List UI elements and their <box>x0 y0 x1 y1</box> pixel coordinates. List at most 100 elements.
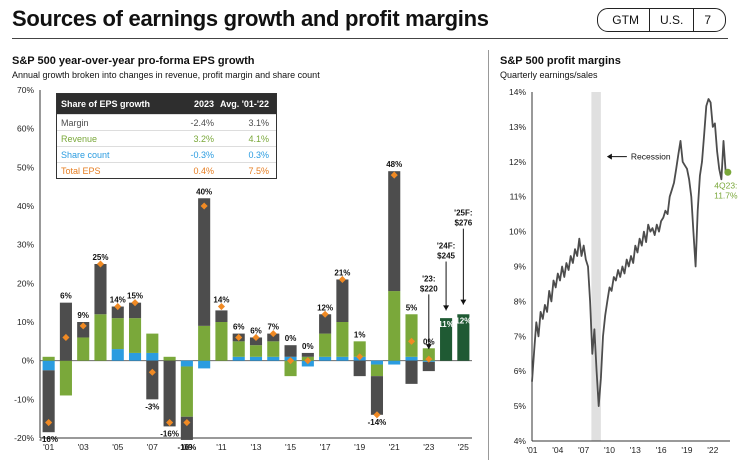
data-label: -16% <box>178 443 197 452</box>
revenue-bar <box>163 356 176 361</box>
total-eps-marker <box>96 260 105 268</box>
total-eps-marker <box>321 310 329 318</box>
page-title: Sources of earnings growth and profit ma… <box>12 6 489 31</box>
data-label: 40% <box>196 187 212 196</box>
table-row-2023: -2.4% <box>190 117 214 128</box>
revenue-bar <box>180 366 193 417</box>
y-tick-label: 30% <box>17 240 34 250</box>
margin-bar <box>198 198 211 326</box>
revenue-bar <box>353 341 366 357</box>
total-eps-marker <box>356 353 364 361</box>
share-count-bar <box>336 356 349 361</box>
table-row-share-count: Share count -0.3% 0.3% <box>57 147 276 163</box>
share-count-bar <box>249 356 263 361</box>
x-tick-label: '07 <box>578 445 589 455</box>
table-header-row: Share of EPS growth 2023 Avg. '01-'22 <box>57 94 276 115</box>
margin-bar <box>59 302 72 361</box>
data-label: -14% <box>368 418 387 427</box>
table-row-revenue: Revenue 3.2% 4.1% <box>57 131 276 147</box>
recession-band <box>591 92 601 441</box>
x-tick-label: '21 <box>389 442 400 452</box>
table-header-2023: 2023 <box>193 99 214 109</box>
table-row-avg: 0.3% <box>248 149 269 160</box>
x-tick-label: '09 <box>181 442 192 452</box>
revenue-bar <box>111 318 124 350</box>
latest-value-label: 11.7% <box>714 190 738 200</box>
y-tick-label: 9% <box>514 262 527 272</box>
revenue-bar <box>249 345 263 357</box>
y-tick-label: 60% <box>17 124 34 134</box>
revenue-bar <box>405 314 418 357</box>
margin-bar <box>215 310 228 322</box>
total-eps-marker <box>407 337 416 345</box>
total-eps-marker <box>166 418 174 427</box>
margin-bar <box>319 314 332 334</box>
total-eps-marker <box>425 355 433 363</box>
y-tick-label: -20% <box>14 433 34 443</box>
margin-bar <box>111 306 124 319</box>
total-eps-marker <box>304 357 312 365</box>
latest-value-label: 4Q23: <box>714 180 737 190</box>
revenue-bar <box>215 322 228 361</box>
y-tick-label: 8% <box>514 296 527 306</box>
share-count-bar <box>267 356 280 361</box>
margin-bar <box>284 345 297 357</box>
total-eps-marker <box>338 275 346 284</box>
annotation-arrow-head <box>460 299 467 305</box>
data-label: 6% <box>250 326 262 335</box>
data-label: 11% <box>438 320 454 329</box>
revenue-bar <box>388 291 401 361</box>
margin-bar <box>163 360 176 427</box>
margin-bar <box>405 360 418 384</box>
margin-bar <box>370 376 384 415</box>
table-row-avg: 7.5% <box>248 165 269 176</box>
table-row-label: Share count <box>61 149 110 160</box>
revenue-bar <box>77 337 90 361</box>
revenue-bar <box>59 360 72 396</box>
annotation-arrow-head <box>443 305 450 311</box>
y-tick-label: 40% <box>17 201 34 211</box>
data-label: 12% <box>455 316 471 325</box>
share-count-bar <box>146 352 159 361</box>
data-label: 15% <box>127 292 143 301</box>
data-label: 0% <box>285 334 297 343</box>
margin-bar <box>353 360 366 377</box>
x-tick-label: '04 <box>552 445 563 455</box>
data-label: 48% <box>386 160 402 169</box>
revenue-bar <box>146 333 159 353</box>
recession-label: Recession <box>631 152 671 162</box>
y-tick-label: 13% <box>509 122 526 132</box>
slide-badges: GTM U.S. 7 <box>597 8 726 32</box>
data-label: 9% <box>77 311 89 320</box>
total-eps-marker <box>114 302 122 311</box>
y-tick-label: 6% <box>514 366 527 376</box>
data-label: 25% <box>92 253 108 262</box>
total-eps-marker <box>131 299 139 307</box>
share-count-bar <box>42 360 55 371</box>
data-label: -16% <box>160 429 179 438</box>
revenue-bar <box>198 325 211 361</box>
left-panel-subtitle: Annual growth broken into changes in rev… <box>12 70 320 80</box>
share-count-bar <box>370 360 384 365</box>
y-tick-label: 50% <box>17 162 34 172</box>
revenue-bar <box>284 360 297 377</box>
x-tick-label: '11 <box>216 442 227 452</box>
total-eps-marker <box>252 333 260 342</box>
x-tick-label: '10 <box>604 445 615 455</box>
data-label: 12% <box>317 303 333 312</box>
table-header-label: Share of EPS growth <box>61 99 151 109</box>
revenue-bar <box>232 341 245 357</box>
forecast-bar <box>440 318 453 361</box>
profit-margin-line <box>531 98 728 408</box>
share-count-bar <box>388 360 401 365</box>
data-label: 6% <box>60 292 72 301</box>
y-tick-label: 10% <box>509 227 526 237</box>
margin-bar <box>301 352 314 357</box>
revenue-bar <box>42 356 55 361</box>
profit-margin-chart: Recession 4% 5% 6% 7% 8% 9% 10% 11% 12% 13% 14% '01 '… <box>509 87 738 455</box>
revenue-bar <box>422 348 435 361</box>
table-row-avg: 4.1% <box>248 133 269 144</box>
margin-bar <box>336 279 349 322</box>
margin-bar <box>42 370 55 433</box>
data-label: 0% <box>302 342 314 351</box>
